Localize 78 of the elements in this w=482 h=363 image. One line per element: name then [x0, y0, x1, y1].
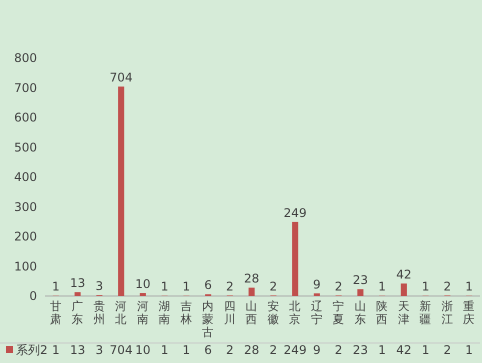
annotation: 6: [204, 278, 212, 292]
x-tick-label: 四川: [224, 299, 236, 326]
y-tick-label: 300: [14, 200, 37, 214]
annotation: 23: [352, 273, 368, 288]
bar: [140, 293, 146, 296]
x-tick-label: 内蒙古: [202, 299, 214, 339]
bar: [292, 222, 298, 296]
x-tick-label: 河南: [136, 299, 149, 326]
x-tick-label: 新疆: [420, 299, 432, 326]
x-tick-label: 山东: [354, 299, 366, 326]
x-tick-label: 广东: [72, 299, 84, 326]
annotation: 10: [135, 277, 151, 292]
x-tick-label: 北京: [289, 299, 302, 326]
y-tick-label: 0: [29, 289, 37, 303]
y-tick-label: 200: [14, 230, 37, 244]
bar: [74, 292, 81, 296]
annotation: 1: [465, 280, 473, 294]
data-label: 1: [182, 343, 190, 357]
legend-label: 系列2: [16, 343, 48, 357]
data-label: 9: [313, 343, 321, 357]
data-label: 10: [135, 343, 151, 357]
x-tick-label: 贵州: [93, 299, 106, 326]
x-tick-label: 重庆: [463, 299, 476, 326]
y-tick-label: 600: [14, 110, 37, 124]
annotation: 9: [313, 277, 321, 292]
data-label: 28: [244, 343, 260, 357]
x-tick-label: 河北: [115, 299, 128, 326]
data-label: 2: [270, 343, 278, 357]
annotation: 13: [70, 276, 86, 290]
x-tick-label: 天津: [398, 299, 410, 326]
data-label: 1: [378, 343, 386, 357]
annotation: 704: [110, 70, 133, 85]
data-label: 23: [352, 343, 368, 357]
data-label: 1: [160, 343, 168, 357]
annotation: 2: [226, 279, 234, 294]
data-label: 2: [334, 343, 342, 357]
bar: [118, 86, 124, 296]
data-label: 1: [465, 343, 473, 357]
annotation: 42: [396, 268, 412, 282]
x-tick-label: 吉林: [179, 299, 192, 326]
annotation: 1: [378, 280, 386, 294]
data-label: 704: [110, 343, 133, 357]
x-tick-label: 陕西: [376, 299, 388, 326]
y-tick-label: 500: [14, 140, 37, 154]
annotation: 249: [284, 206, 307, 220]
bar: [357, 289, 364, 296]
x-tick-label: 湖南: [158, 299, 171, 326]
data-label: 3: [96, 343, 104, 357]
x-tick-label: 浙江: [441, 299, 454, 326]
bar: [314, 293, 320, 296]
annotation: 2: [444, 279, 452, 294]
annotation: 1: [160, 280, 168, 294]
annotation: 1: [422, 280, 430, 294]
annotation: 1: [52, 280, 60, 294]
x-tick-label: 安徽: [267, 299, 280, 326]
bar: [248, 288, 255, 296]
data-label: 249: [284, 343, 307, 357]
data-label: 6: [204, 343, 212, 357]
x-tick-label: 辽宁: [310, 299, 323, 326]
data-label: 2: [444, 343, 452, 357]
annotation: 3: [96, 279, 104, 294]
data-label: 42: [396, 343, 412, 357]
x-tick-label: 山西: [246, 299, 258, 326]
data-label: 13: [70, 343, 86, 357]
data-label: 2: [226, 343, 234, 357]
annotation: 2: [334, 279, 342, 294]
y-tick-label: 700: [14, 80, 37, 95]
data-label: 1: [422, 343, 430, 357]
annotation: 1: [182, 280, 190, 294]
y-tick-label: 100: [14, 259, 37, 274]
annotation: 2: [270, 279, 278, 294]
annotation: 28: [244, 272, 260, 286]
y-tick-label: 400: [14, 170, 37, 184]
data-label: 1: [52, 343, 60, 357]
y-tick-label: 800: [14, 51, 37, 65]
x-tick-label: 宁夏: [332, 299, 345, 326]
x-tick-label: 甘肃: [50, 299, 62, 326]
bar: [400, 284, 407, 296]
